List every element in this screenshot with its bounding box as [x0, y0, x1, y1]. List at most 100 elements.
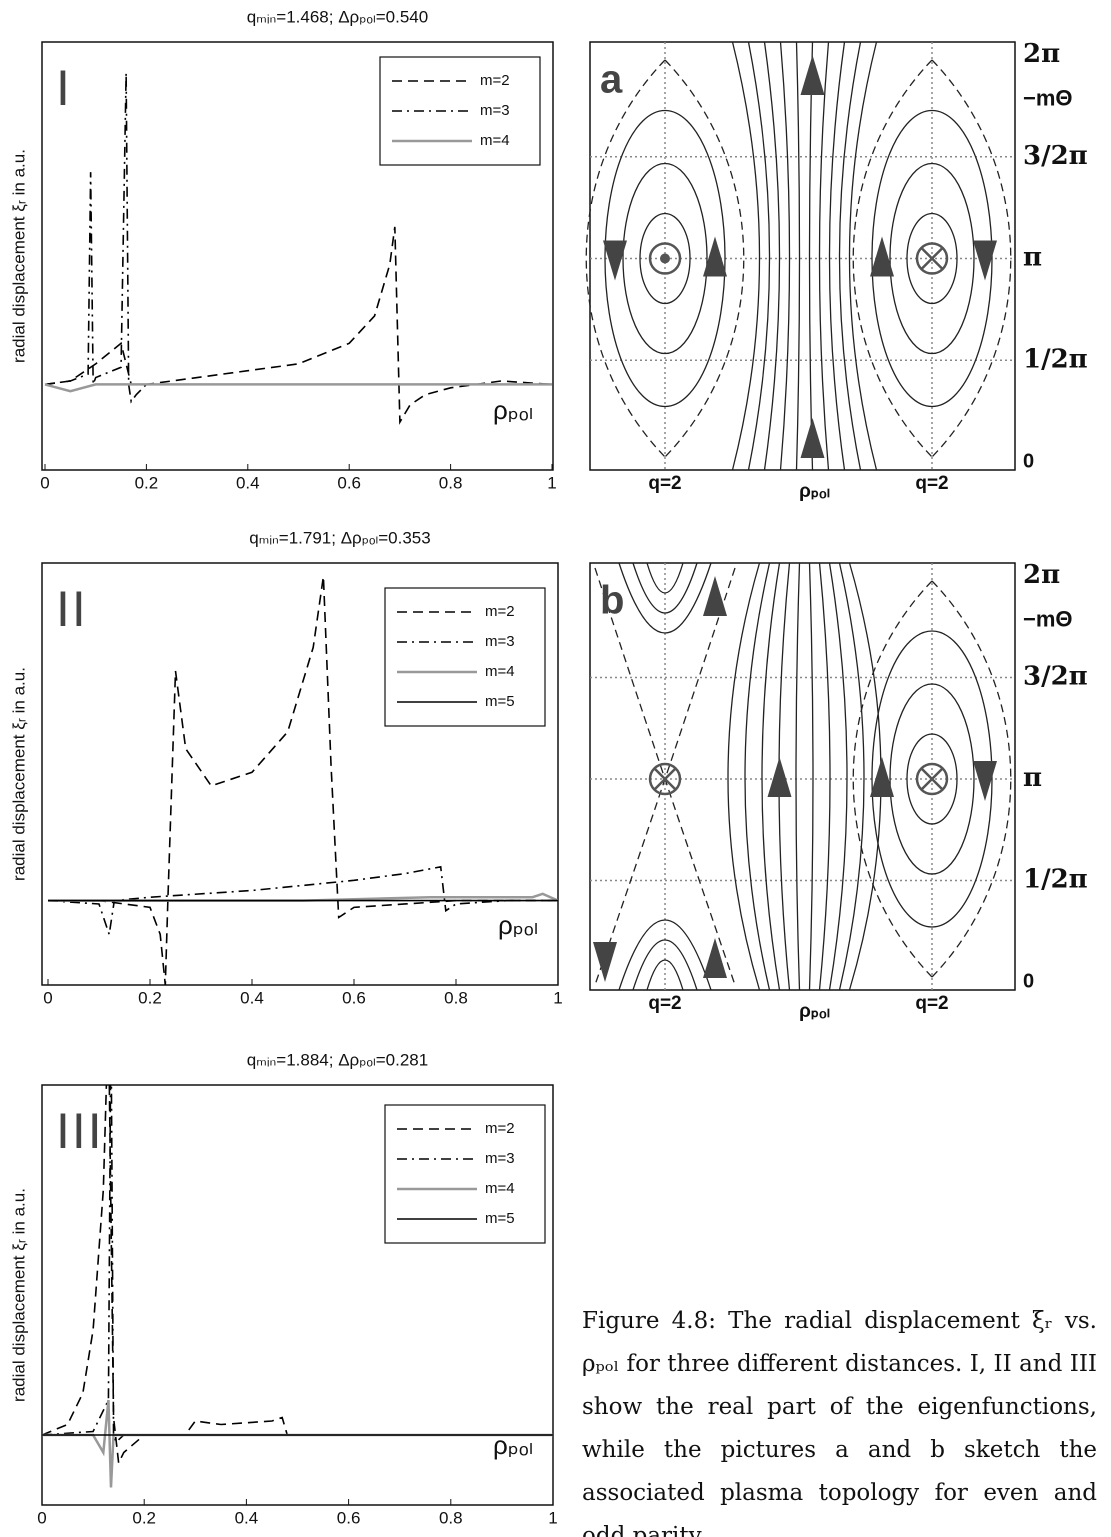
- flow-arrow: [767, 757, 792, 797]
- island-contour: [604, 109, 726, 408]
- flux-line: [779, 41, 791, 471]
- flux-line: [761, 562, 781, 991]
- phase-label: π: [1023, 243, 1042, 273]
- flux-line: [727, 562, 761, 991]
- flow-arrow: [800, 55, 825, 95]
- x-tick-label: 1: [553, 988, 562, 1007]
- x-tick-label: 0.8: [439, 473, 463, 492]
- flux-line: [838, 562, 865, 991]
- series-line: [44, 72, 552, 404]
- y-axis-label: radial displacement ξᵣ in a.u.: [9, 1188, 28, 1402]
- flow-arrow: [703, 576, 727, 616]
- position-label: ρₚₒₗ: [799, 481, 830, 502]
- flow-arrow: [800, 418, 825, 458]
- flow-arrow: [973, 240, 997, 281]
- series-line: [42, 1085, 553, 1466]
- x-tick-label: 0.8: [444, 988, 468, 1007]
- legend-label: m=3: [485, 633, 515, 650]
- flux-line: [731, 41, 761, 471]
- current-symbol: [921, 247, 943, 270]
- island-contour: [889, 162, 975, 355]
- legend-box: [384, 587, 546, 727]
- flux-line: [828, 41, 846, 471]
- x-tick-label: 0.4: [236, 473, 260, 492]
- y-axis-label: radial displacement ξᵣ in a.u.: [9, 667, 28, 881]
- flow-arrow: [593, 942, 617, 982]
- phase-label: −mΘ: [1023, 86, 1073, 111]
- island-contour: [618, 919, 712, 991]
- x-tick-label: 0.6: [342, 988, 366, 1007]
- island-contour: [889, 683, 975, 875]
- flow-arrow: [870, 236, 894, 277]
- x-tick-label: 0: [40, 473, 49, 492]
- island-contour: [906, 212, 958, 305]
- series-line: [44, 226, 553, 425]
- phase-label: 1/2π: [1023, 865, 1088, 895]
- phase-label: 2π: [1023, 560, 1060, 590]
- current-symbol: [921, 768, 943, 790]
- legend-label: m=3: [480, 102, 510, 119]
- legend-label: m=4: [480, 132, 510, 149]
- x-tick-label: 0.4: [240, 988, 264, 1007]
- x-tick-label: 0.2: [138, 988, 162, 1007]
- current-symbol: [648, 242, 682, 275]
- position-label: q=2: [648, 993, 681, 1014]
- legend-label: m=2: [485, 603, 515, 620]
- phase-label: 1/2π: [1023, 344, 1088, 374]
- x-tick-label: 0.6: [337, 1508, 361, 1527]
- current-symbol: [915, 762, 949, 796]
- flux-line: [744, 562, 771, 991]
- x-tick-label: 1: [548, 1508, 557, 1527]
- legend-label: m=4: [485, 663, 515, 680]
- series-line: [48, 892, 558, 902]
- x-tick-label: 1: [547, 473, 556, 492]
- legend-label: m=5: [485, 693, 515, 710]
- flux-line: [818, 41, 830, 471]
- current-symbol: [660, 253, 670, 264]
- phase-label: 0: [1023, 450, 1034, 472]
- flux-line: [795, 562, 801, 991]
- x-tick-label: 0.4: [235, 1508, 259, 1527]
- flux-line: [808, 562, 814, 991]
- current-symbol: [648, 762, 682, 796]
- legend-label: m=3: [485, 1150, 515, 1167]
- phase-label: π: [1023, 763, 1042, 793]
- phase-label: 0: [1023, 970, 1034, 992]
- x-tick-label: 0.2: [132, 1508, 156, 1527]
- chart-title: qₘᵢₙ=1.791; Δρₚₒₗ=0.353: [249, 528, 430, 547]
- flux-line: [763, 41, 781, 471]
- island-contour: [871, 109, 993, 408]
- plot-frame: [41, 1084, 554, 1506]
- position-label: ρₚₒₗ: [799, 1001, 830, 1022]
- x-tick-label: 0: [43, 988, 52, 1007]
- panel-label: II: [56, 581, 88, 637]
- legend-label: m=2: [485, 1120, 515, 1137]
- flow-arrow: [973, 761, 997, 801]
- phase-label: 3/2π: [1023, 662, 1088, 692]
- chart-title: qₘᵢₙ=1.468; Δρₚₒₗ=0.540: [247, 7, 428, 26]
- island-contour: [906, 733, 958, 825]
- y-axis-label: radial displacement ξᵣ in a.u.: [9, 149, 28, 363]
- phase-label: 2π: [1023, 39, 1060, 69]
- series-line: [44, 383, 552, 393]
- x-tick-label: 0.2: [135, 473, 159, 492]
- island-contour: [646, 562, 684, 594]
- flow-arrow: [603, 240, 627, 281]
- x-axis-label: ρₚₒₗ: [498, 910, 538, 940]
- panel-label: I: [56, 60, 72, 116]
- diagram-label: a: [600, 58, 623, 102]
- position-label: q=2: [915, 993, 948, 1014]
- diagram-frame: [589, 562, 1016, 991]
- position-label: q=2: [915, 473, 948, 494]
- island-contour: [632, 939, 698, 991]
- diagram-label: b: [600, 579, 624, 623]
- flux-line: [818, 562, 831, 991]
- series-line: [47, 865, 558, 935]
- x-tick-label: 0.6: [337, 473, 361, 492]
- flux-line: [848, 41, 878, 471]
- island-contour: [871, 630, 993, 928]
- flow-arrow: [870, 757, 894, 797]
- chart-title: qₘᵢₙ=1.884; Δρₚₒₗ=0.281: [247, 1050, 428, 1069]
- island-contour: [639, 212, 691, 305]
